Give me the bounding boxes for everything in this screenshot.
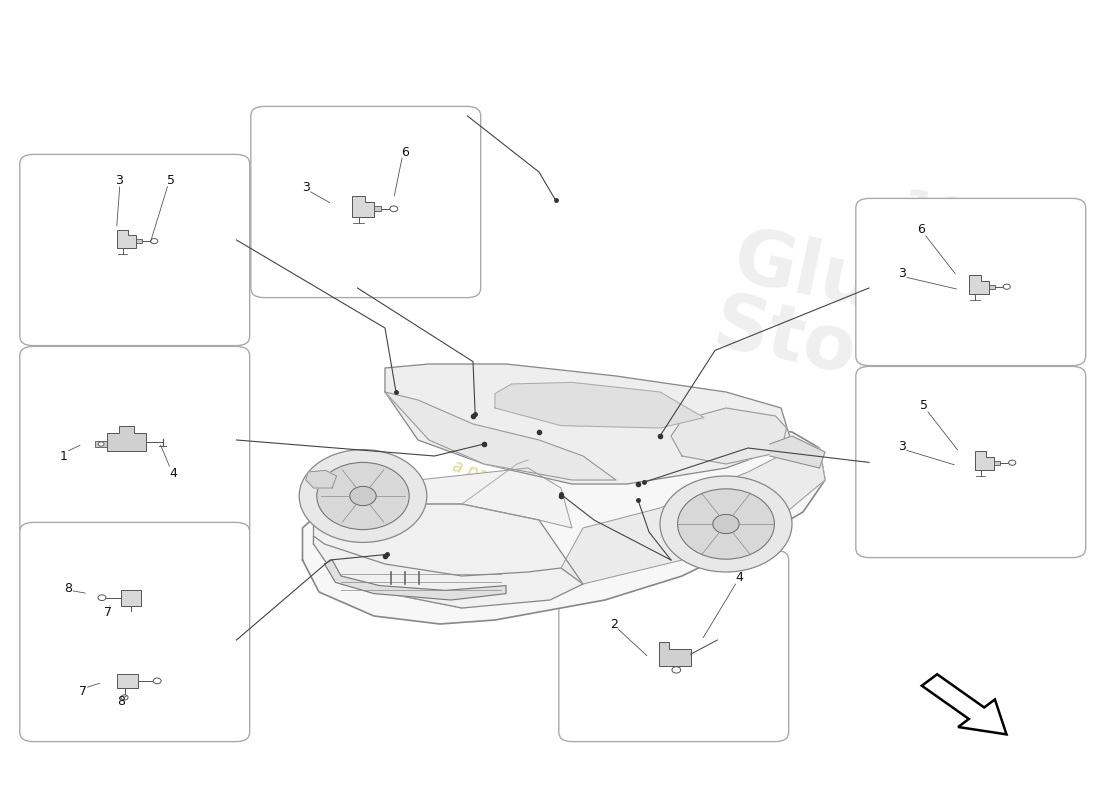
Text: 6: 6	[916, 223, 925, 236]
Polygon shape	[306, 470, 337, 488]
Polygon shape	[117, 674, 139, 688]
Polygon shape	[561, 444, 825, 584]
Polygon shape	[314, 504, 583, 608]
Circle shape	[151, 238, 157, 244]
Circle shape	[660, 476, 792, 572]
Polygon shape	[495, 382, 704, 428]
Text: Glutto
Stores: Glutto Stores	[706, 222, 1010, 418]
FancyBboxPatch shape	[20, 522, 250, 742]
Circle shape	[98, 595, 106, 601]
Circle shape	[678, 489, 774, 559]
Polygon shape	[121, 590, 141, 606]
Text: 7: 7	[103, 606, 112, 618]
Text: 7: 7	[78, 685, 87, 698]
Polygon shape	[308, 468, 572, 528]
Text: 1: 1	[59, 450, 68, 462]
Text: a passion for parts since 1985: a passion for parts since 1985	[450, 457, 694, 551]
Circle shape	[1009, 460, 1015, 466]
Circle shape	[672, 666, 681, 673]
Polygon shape	[994, 461, 1000, 465]
Circle shape	[317, 462, 409, 530]
Text: 4: 4	[169, 467, 178, 480]
Polygon shape	[117, 230, 136, 248]
FancyBboxPatch shape	[856, 366, 1086, 558]
Circle shape	[350, 486, 376, 506]
Text: 8: 8	[117, 695, 125, 708]
Circle shape	[98, 442, 104, 446]
Polygon shape	[374, 206, 381, 211]
Polygon shape	[989, 285, 994, 289]
Circle shape	[121, 695, 128, 700]
FancyArrow shape	[922, 674, 1006, 734]
Circle shape	[153, 678, 161, 684]
Polygon shape	[969, 275, 989, 294]
Polygon shape	[314, 536, 583, 608]
Polygon shape	[770, 436, 825, 468]
FancyBboxPatch shape	[20, 346, 250, 538]
Text: 1985: 1985	[895, 186, 1041, 262]
Text: 3: 3	[301, 181, 310, 194]
Circle shape	[713, 514, 739, 534]
Text: 2: 2	[609, 618, 618, 630]
Polygon shape	[352, 196, 374, 217]
FancyBboxPatch shape	[20, 154, 250, 346]
Polygon shape	[136, 239, 142, 243]
FancyBboxPatch shape	[251, 106, 481, 298]
Text: 6: 6	[400, 146, 409, 158]
Circle shape	[389, 206, 398, 212]
Text: 5: 5	[920, 399, 928, 412]
Text: 5: 5	[166, 174, 175, 186]
Circle shape	[1003, 284, 1010, 290]
Circle shape	[299, 450, 427, 542]
Polygon shape	[975, 451, 994, 470]
Polygon shape	[385, 392, 616, 480]
Text: 3: 3	[898, 440, 906, 453]
Polygon shape	[385, 364, 792, 484]
Text: 4: 4	[735, 571, 744, 584]
Polygon shape	[324, 560, 506, 600]
Text: 8: 8	[64, 582, 73, 594]
Text: 3: 3	[114, 174, 123, 186]
Polygon shape	[659, 642, 691, 666]
Polygon shape	[671, 408, 786, 464]
Polygon shape	[302, 428, 825, 624]
Polygon shape	[95, 442, 107, 446]
FancyBboxPatch shape	[856, 198, 1086, 366]
Polygon shape	[107, 426, 146, 451]
Text: 3: 3	[898, 267, 906, 280]
FancyBboxPatch shape	[559, 550, 789, 742]
